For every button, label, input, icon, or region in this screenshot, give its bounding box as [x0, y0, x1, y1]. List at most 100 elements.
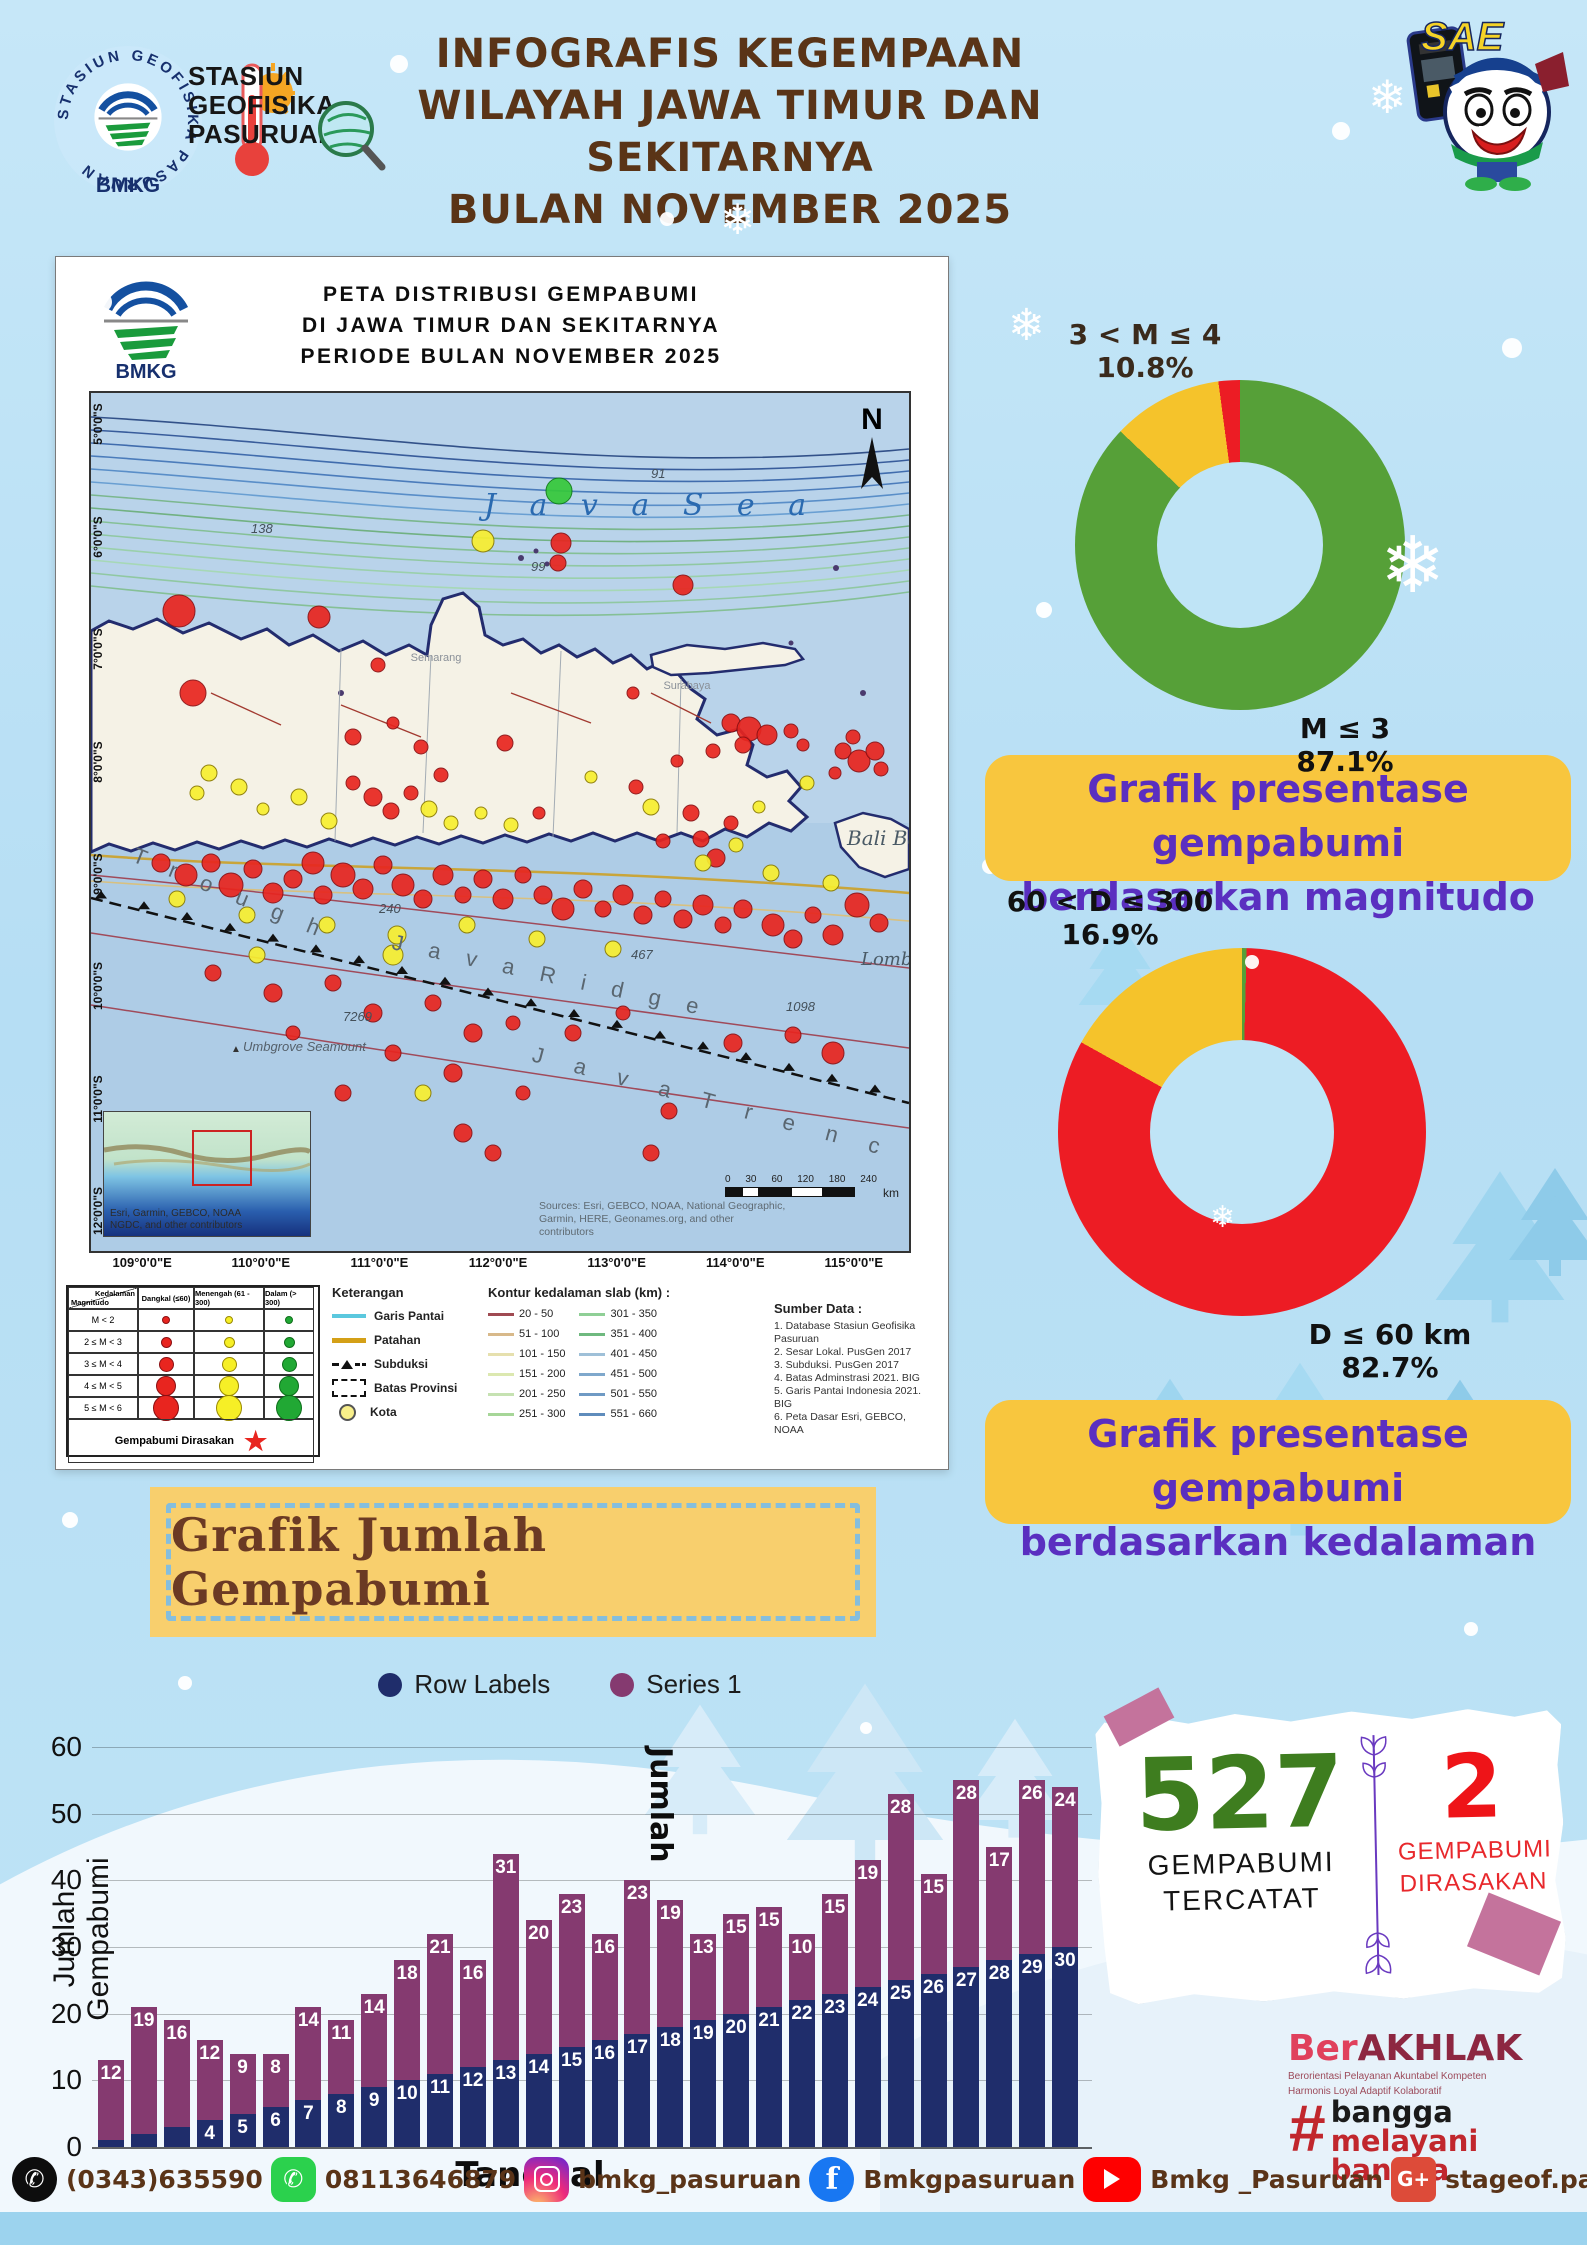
whatsapp-icon: ✆: [270, 2156, 316, 2202]
row-labels-segment: 19: [690, 2020, 717, 2147]
quake-dot: [174, 863, 198, 887]
kontur-color-line: [488, 1352, 514, 1356]
quake-dot: [256, 802, 270, 816]
lon-axis-label: 113°0'0"E: [587, 1255, 646, 1270]
keterangan-item: Garis Pantai: [332, 1304, 482, 1328]
quake-dot: [496, 734, 514, 752]
series1-segment: 16: [591, 1933, 618, 2041]
series1-segment: 24: [1052, 1787, 1079, 1947]
matrix-symbol-cell: [264, 1395, 314, 1421]
y-tick-label: 10: [50, 2064, 82, 2096]
row-labels-swatch: [378, 1673, 403, 1697]
snow-dot: [178, 1676, 192, 1690]
quake-dot: [761, 913, 785, 937]
row-labels-value-label: 4: [204, 2123, 215, 2145]
quake-dot: [869, 913, 889, 933]
kontur-legend: Kontur kedalaman slab (km) : 20 - 50 51 -…: [488, 1285, 768, 1457]
lat-axis-label: 8°0'0"S: [91, 740, 105, 783]
scalebar-tick: 180: [828, 1174, 846, 1185]
quake-dot: [655, 833, 671, 849]
bar-day-9: 14 9: [361, 1993, 388, 2147]
subduction-triangle: [568, 1009, 580, 1018]
instagram-contact[interactable]: bmkg_pasuruan: [524, 2156, 801, 2202]
scalebar-ticks: 0 30 60 120 180 240: [725, 1173, 877, 1186]
email-contact[interactable]: G+ stageof.pasuruan@bmkg.go.id: [1391, 2156, 1587, 2202]
sumber-item: 4. Batas Adminstrasi 2021. BIG: [774, 1372, 920, 1384]
series1-segment: 8: [262, 2053, 289, 2107]
subduction-triangle: [267, 933, 279, 942]
row-labels-value-label: 21: [758, 2010, 780, 2031]
whatsapp-contact[interactable]: ✆ 08113646879: [270, 2156, 516, 2202]
label-bali-basin: Bali Basin: [846, 826, 909, 850]
sae-mascot: SAE: [1406, 14, 1569, 191]
subduction-triangle: [310, 944, 322, 953]
quake-dot: [285, 1025, 301, 1041]
quake-dot: [628, 779, 644, 795]
quake-dot: [263, 983, 283, 1003]
bmkg-wordmark: BMKG: [96, 174, 160, 197]
matrix-symbol-cell: [264, 1353, 314, 1375]
row-labels-value-label: 14: [528, 2056, 550, 2078]
magnitude-dot: [225, 1316, 233, 1324]
row-labels-segment: 14: [525, 2053, 552, 2147]
quake-dot: [503, 817, 519, 833]
station-name: STASIUN GEOFISIKA PASURUAN: [188, 62, 337, 149]
tree-icon: [1549, 1260, 1561, 1276]
row-labels-segment: 6: [262, 2106, 289, 2147]
bar-day-24: 19 24: [854, 1860, 881, 2147]
series1-segment: 14: [295, 2007, 322, 2101]
subduction-triangle: [525, 998, 537, 1007]
map-canvas[interactable]: J a v a S e a T r o u g h J a v a R i d …: [89, 391, 911, 1253]
row-labels-segment: 28: [986, 1960, 1013, 2147]
row-labels-value-label: 29: [1021, 1956, 1043, 1978]
series1-segment: 21: [427, 1933, 453, 2074]
quake-dot: [822, 874, 840, 892]
matrix-symbol-cell: [264, 1331, 314, 1353]
row-labels-segment: 26: [920, 1973, 947, 2147]
bar-day-16: 16 16: [591, 1933, 618, 2147]
subduction-triangle: [138, 901, 150, 910]
keterangan-item: Patahan: [332, 1328, 482, 1352]
row-labels-value-label: 12: [462, 2069, 484, 2091]
quake-dot: [230, 778, 248, 796]
magnitude-dot: [160, 1336, 172, 1348]
city-label: Surabaya: [663, 680, 711, 692]
recorded-earthquakes: 527 GEMPABUMI TERCATAT: [1114, 1739, 1368, 1920]
map-bmkg-text: BMKG: [115, 361, 176, 381]
phone-contact[interactable]: ✆ (0343)635590: [12, 2156, 263, 2202]
contact-footer: ✆ (0343)635590 ✆ 08113646879 bmkg_pasuru…: [0, 2150, 1587, 2208]
youtube-contact[interactable]: Bmkg _Pasuruan: [1083, 2156, 1383, 2202]
kontur-color-line: [579, 1412, 606, 1416]
snow-dot: [660, 212, 674, 226]
quake-dot: [714, 916, 732, 934]
quake-dot: [847, 749, 871, 773]
quake-dot: [344, 728, 362, 746]
matrix-symbol-cell: [194, 1331, 264, 1353]
series1-value-label: 23: [626, 1883, 648, 1905]
bar-day-21: 15 21: [756, 1907, 782, 2147]
lon-axis-label: 112°0'0"E: [468, 1255, 528, 1270]
quake-dot: [612, 884, 634, 906]
kontur-color-line: [488, 1412, 514, 1416]
series1-value-label: 13: [692, 1936, 714, 1958]
snow-dot: [1332, 122, 1350, 140]
city-symbol: [332, 1403, 362, 1421]
scalebar-tick: 120: [797, 1174, 814, 1185]
facebook-contact[interactable]: f Bmkgpasuruan: [809, 2156, 1075, 2202]
quake-dot: [594, 900, 612, 918]
quake-dot: [762, 864, 780, 882]
quake-dot: [413, 889, 433, 909]
row-labels-segment: 15: [558, 2046, 585, 2147]
row-labels-value-label: 27: [955, 1969, 977, 1991]
snowflake-icon: ❄: [720, 196, 756, 243]
sources-line2: Garmin, HERE, Geonames.org, and other: [539, 1213, 734, 1225]
quake-dot: [458, 916, 476, 934]
row-labels-value-label: 7: [303, 2103, 314, 2125]
row-labels-segment: 10: [394, 2080, 421, 2147]
series1-value-label: 17: [988, 1850, 1010, 1871]
city-label: Semarang: [411, 652, 462, 664]
quake-dot: [844, 892, 870, 918]
matrix-depth-header: Menengah (61 - 300): [194, 1287, 264, 1309]
series1-segment: 11: [328, 2020, 355, 2094]
depth-value-label: 7269: [343, 1009, 372, 1024]
